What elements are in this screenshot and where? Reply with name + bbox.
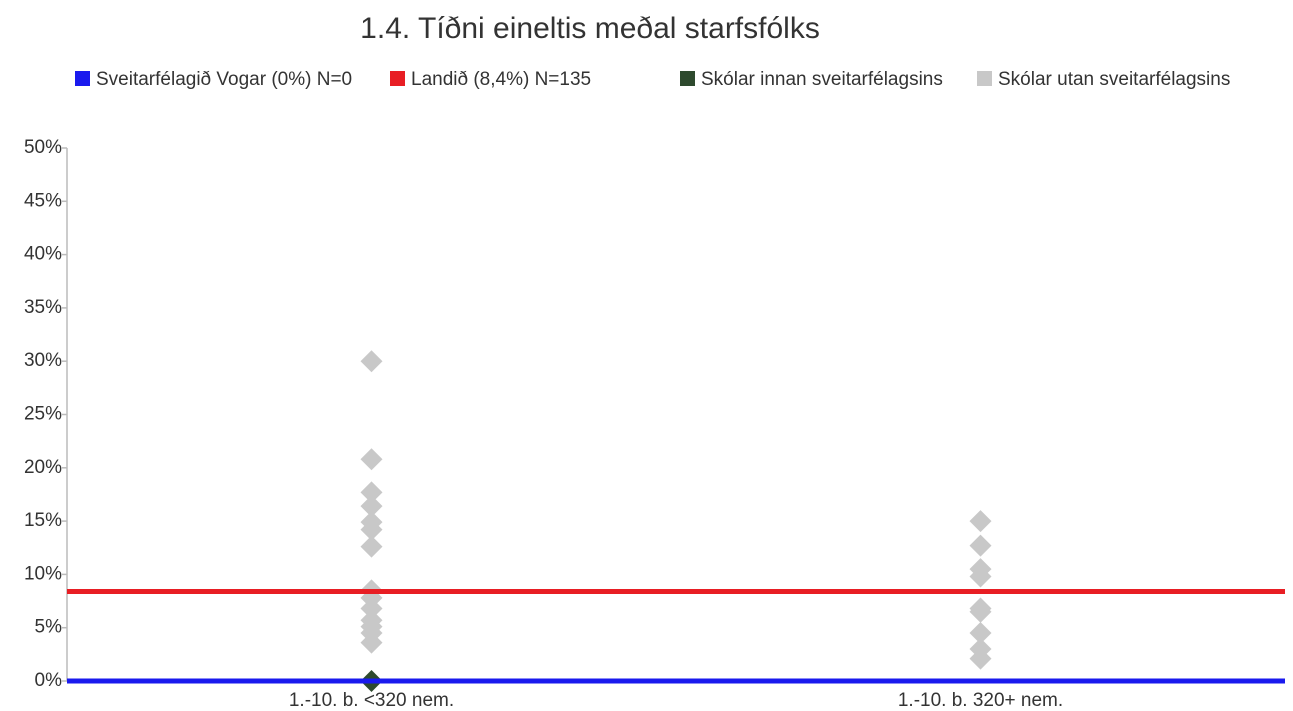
point — [360, 481, 383, 504]
point — [360, 350, 383, 373]
point — [969, 534, 992, 557]
point — [360, 495, 383, 518]
point — [360, 518, 383, 541]
y-tick-label: 20% — [24, 457, 62, 478]
point — [969, 510, 992, 533]
y-tick-label: 0% — [35, 670, 63, 691]
legend-swatch — [75, 71, 90, 86]
chart-title: 1.4. Tíðni eineltis meðal starfsfólks — [360, 12, 820, 45]
legend-item: Landið (8,4%) N=135 — [390, 64, 670, 95]
point — [360, 597, 383, 620]
legend-label: Skólar utan sveitarfélagsins — [998, 69, 1231, 90]
y-tick-label: 35% — [24, 297, 62, 318]
y-tick-label: 30% — [24, 350, 62, 371]
y-tick-label: 15% — [24, 510, 62, 531]
y-tick-label: 45% — [24, 190, 62, 211]
y-tick-label: 50% — [24, 137, 62, 158]
legend-label: Sveitarfélagið Vogar (0%) N=0 — [96, 69, 353, 90]
point — [969, 600, 992, 623]
legend-label: Landið (8,4%) N=135 — [411, 69, 592, 90]
point — [360, 631, 383, 654]
x-tick-label: 1.-10. b. <320 nem. — [289, 690, 454, 711]
point — [969, 565, 992, 588]
point — [969, 647, 992, 670]
legend-item: Skólar utan sveitarfélagsins — [977, 64, 1257, 95]
y-tick-label: 40% — [24, 244, 62, 265]
legend-swatch — [680, 71, 695, 86]
y-tick-label: 25% — [24, 404, 62, 425]
legend-swatch — [390, 71, 405, 86]
point — [360, 535, 383, 558]
legend-item: Skólar innan sveitarfélagsins — [680, 64, 960, 95]
y-tick-label: 5% — [35, 617, 63, 638]
point — [360, 448, 383, 471]
legend-swatch — [977, 71, 992, 86]
y-tick-label: 10% — [24, 563, 62, 584]
point — [969, 622, 992, 645]
legend-label: Skólar innan sveitarfélagsins — [701, 69, 943, 90]
legend-item: Sveitarfélagið Vogar (0%) N=0 — [75, 64, 355, 95]
x-tick-label: 1.-10. b. 320+ nem. — [898, 690, 1063, 711]
